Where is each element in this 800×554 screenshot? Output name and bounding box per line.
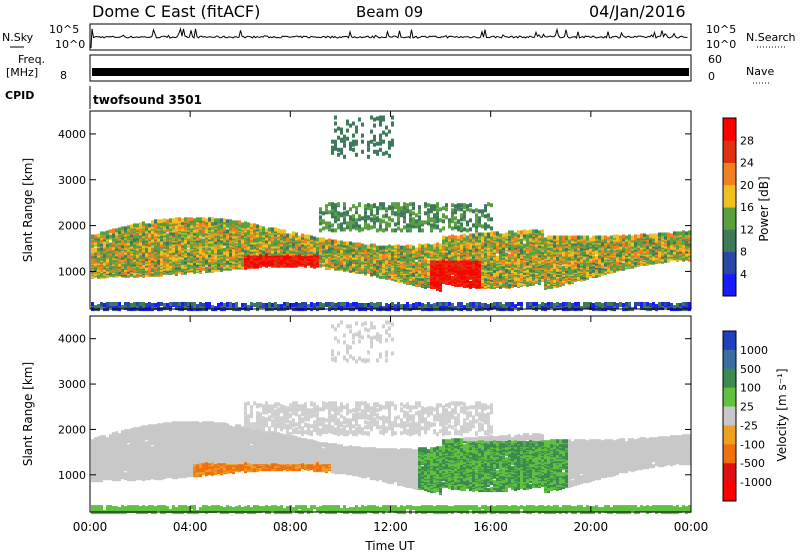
freq-panel: Freq. [MHz] 8 60 0 Nave (6, 53, 774, 84)
y-tick-label: 2000 (58, 220, 86, 233)
colorbar-segment (723, 207, 736, 230)
noise-tick-high-right: 10^5 (706, 23, 736, 36)
x-tick-label: 08:00 (273, 520, 308, 534)
colorbar-tick-label: 20 (740, 179, 754, 192)
noise-sky-line (90, 27, 688, 49)
x-tick-label: 16:00 (473, 520, 508, 534)
y-tick-label: 1000 (58, 265, 86, 278)
velocity-y-axis: 1000 2000 3000 4000 (58, 333, 691, 482)
colorbar-tick-label: 25 (740, 401, 754, 414)
noise-panel: N.Sky 10^5 10^0 10^5 10^0 N.Search (2, 23, 796, 51)
colorbar-tick-label: 500 (740, 363, 761, 376)
colorbar-segment (723, 349, 736, 370)
colorbar-segment (723, 482, 736, 502)
noise-tick-high-left: 10^5 (49, 23, 79, 36)
power-colorbar: 4 8 12 16 20 24 28 (722, 117, 754, 297)
x-tick-label: 04:00 (173, 520, 208, 534)
colorbar-segment (723, 251, 736, 275)
velocity-panel: 1000 2000 3000 4000 Slant Range [km] 1000 50… (21, 111, 789, 553)
colorbar-segment (723, 229, 736, 252)
colorbar-segment (723, 444, 736, 464)
colorbar-segment (723, 425, 736, 445)
colorbar-tick-label: 28 (740, 134, 754, 147)
colorbar-segment (723, 184, 736, 208)
x-tick-label: 12:00 (373, 520, 408, 534)
power-colorbar-label: Power [dB] (757, 176, 771, 241)
x-tick-label: 20:00 (574, 520, 609, 534)
nave-tick-high: 60 (708, 53, 722, 66)
y-tick-label: 3000 (58, 378, 86, 391)
colorbar-tick-label: 8 (740, 246, 747, 259)
freq-unit-label: [MHz] (6, 66, 38, 79)
nave-label: Nave (746, 65, 774, 78)
colorbar-tick-label: -100 (740, 438, 765, 451)
power-panel: 1000 2000 3000 4000 Slant Range [km] 4 8 12 16… (21, 110, 771, 312)
colorbar-segment (723, 162, 736, 186)
colorbar-segment (723, 368, 736, 389)
y-tick-label: 1000 (58, 469, 86, 482)
y-tick-label: 4000 (58, 333, 86, 346)
x-tick-label: 00:00 (73, 520, 108, 534)
colorbar-segment (723, 273, 736, 297)
noise-tick-low-left: 10^0 (55, 38, 85, 51)
nave-tick-low: 0 (708, 70, 715, 83)
beam-label: Beam 09 (356, 3, 423, 21)
colorbar-tick-label: 12 (740, 223, 754, 236)
time-x-axis: 00:00 04:00 08:00 12:00 16:00 20:00 00:00 (73, 111, 709, 534)
colorbar-tick-label: -1000 (740, 476, 772, 489)
colorbar-tick-label: -500 (740, 457, 765, 470)
colorbar-tick-label: -25 (740, 419, 758, 432)
y-tick-label: 2000 (58, 423, 86, 436)
x-tick-label: 00:00 (674, 520, 709, 534)
colorbar-tick-label: 4 (740, 268, 747, 281)
power-y-axis: 1000 2000 3000 4000 (58, 128, 691, 278)
y-tick-label: 4000 (58, 128, 86, 141)
noise-sky-label: N.Sky (2, 31, 34, 44)
freq-label: Freq. (18, 53, 45, 66)
colorbar-tick-label: 24 (740, 157, 754, 170)
colorbar-segment (723, 406, 736, 426)
y-tick-label: 3000 (58, 174, 86, 187)
colorbar-tick-label: 16 (740, 201, 754, 214)
colorbar-tick-label: 1000 (740, 344, 768, 357)
colorbar-segment (723, 463, 736, 483)
velocity-colorbar-label: Velocity [m s⁻¹] (775, 368, 789, 461)
power-ylabel: Slant Range [km] (21, 158, 35, 262)
time-xlabel: Time UT (364, 539, 415, 553)
colorbar-frame (722, 330, 737, 502)
power-heatmap (91, 115, 691, 312)
colorbar-tick-label: 100 (740, 382, 761, 395)
velocity-ylabel: Slant Range [km] (21, 362, 35, 466)
colorbar-segment (723, 331, 736, 351)
date-label: 04/Jan/2016 (589, 2, 686, 21)
cpid-value: twofsound 3501 (93, 93, 202, 107)
colorbar-segment (723, 387, 736, 408)
noise-tick-low-right: 10^0 (706, 38, 736, 51)
freq-trace (92, 68, 689, 76)
colorbar-segment (723, 140, 736, 163)
colorbar-segment (723, 118, 736, 141)
velocity-heatmap (91, 320, 691, 515)
freq-value: 8 (60, 69, 67, 82)
station-title: Dome C East (fitACF) (92, 2, 260, 21)
noise-search-label: N.Search (746, 31, 796, 44)
velocity-colorbar: 1000 500 100 25 -25 -100 -500 -1000 (722, 330, 772, 502)
colorbar-frame (722, 117, 737, 297)
cpid-label: CPID (5, 89, 34, 102)
